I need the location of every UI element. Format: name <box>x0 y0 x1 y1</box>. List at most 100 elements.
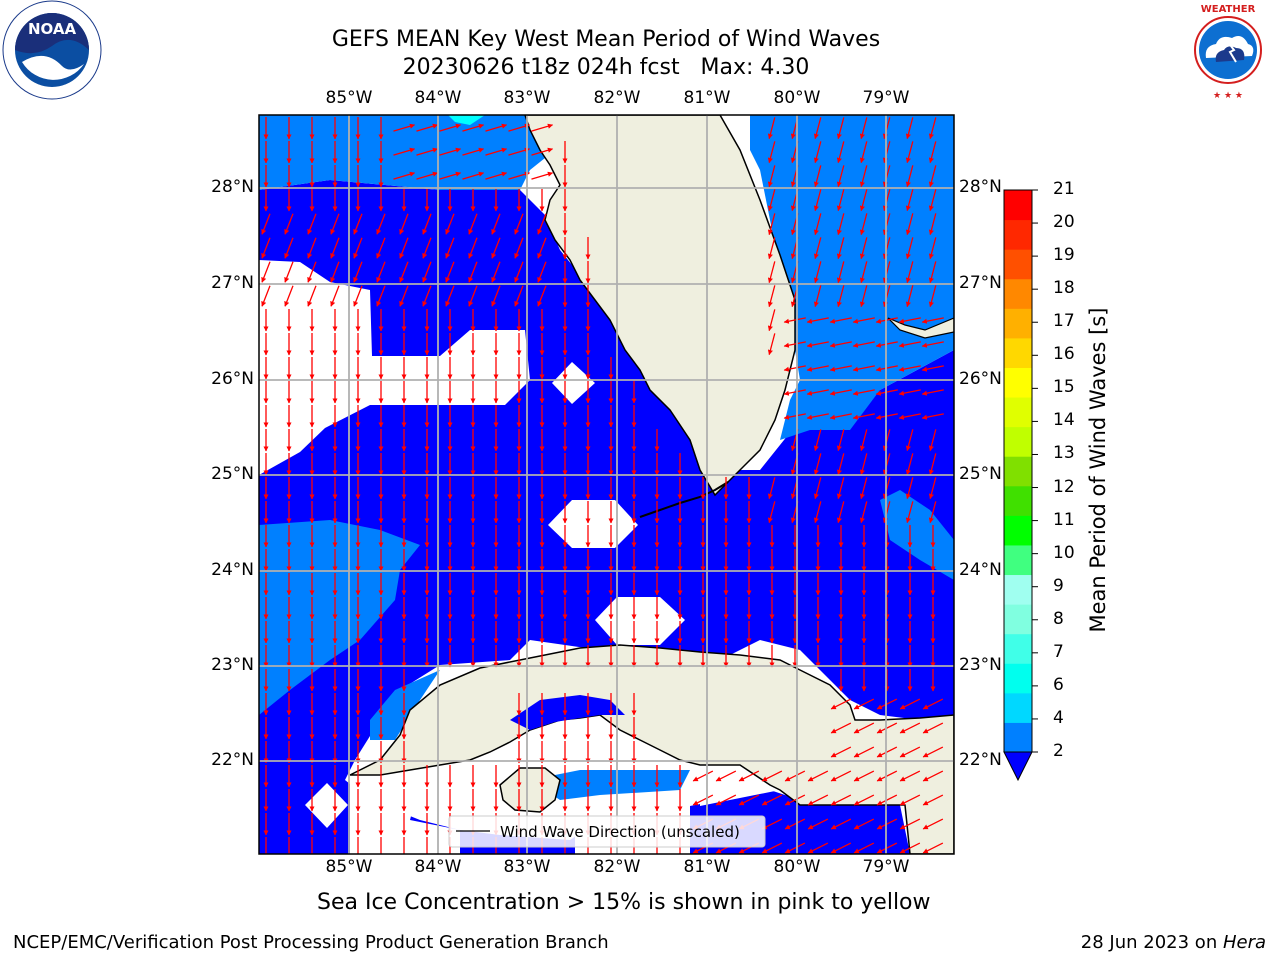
lon-label-bottom: 80°W <box>773 857 821 877</box>
florida-land <box>524 115 796 497</box>
wave-direction-arrow <box>767 141 776 164</box>
no-data-gulf-west <box>259 260 530 475</box>
wave-direction-arrow <box>905 189 914 212</box>
wave-direction-arrow <box>859 453 868 476</box>
colorbar-segment <box>1004 722 1032 753</box>
bahamas-island <box>887 317 954 339</box>
wave-direction-arrow <box>445 237 455 259</box>
wave-direction-arrow <box>445 285 455 307</box>
wave-direction-arrow <box>813 261 822 284</box>
wave-direction-arrow <box>921 365 944 372</box>
lat-label-right: 24°N <box>959 560 1002 580</box>
noaa-logo-text: NOAA <box>28 20 77 38</box>
colorbar-segment <box>1004 308 1032 339</box>
lat-label-right: 26°N <box>959 369 1002 389</box>
colorbar-segment <box>1004 604 1032 635</box>
colorbar-segment <box>1004 249 1032 280</box>
wave-direction-arrow <box>422 285 432 307</box>
wave-direction-arrow <box>836 429 845 452</box>
wave-direction-arrow <box>353 285 363 307</box>
wave-direction-arrow <box>921 389 944 396</box>
colorbar-tick-label: 6 <box>1053 674 1064 695</box>
wave-direction-arrow <box>462 147 485 156</box>
wave-direction-arrow <box>485 147 508 156</box>
wave-direction-arrow <box>807 818 829 830</box>
wave-direction-arrow <box>898 317 921 324</box>
wave-direction-arrow <box>761 770 783 782</box>
lon-label-top: 85°W <box>325 88 373 108</box>
colorbar-segment <box>1004 574 1032 605</box>
wave-direction-arrow <box>876 842 898 854</box>
wave-direction-arrow <box>905 429 914 452</box>
wave-direction-arrow <box>767 285 776 308</box>
wave-direction-arrow <box>813 501 822 524</box>
wave-direction-arrow <box>393 123 416 132</box>
wave-direction-arrow <box>284 261 294 283</box>
wave-direction-arrow <box>783 413 806 420</box>
colorbar-segment <box>1004 633 1032 664</box>
colorbar-tick-label: 17 <box>1053 311 1075 332</box>
map-frame <box>258 114 955 855</box>
no-data-sw <box>305 783 348 828</box>
wave-direction-arrow <box>468 213 478 235</box>
wave-direction-arrow <box>767 189 776 212</box>
wave-direction-arrow <box>330 213 340 235</box>
wave-direction-arrow <box>859 141 868 164</box>
colorbar-segment <box>1004 692 1032 723</box>
wave-direction-arrow <box>853 698 875 710</box>
wave-direction-arrow <box>853 746 875 758</box>
wave-direction-arrow <box>807 794 829 806</box>
wave-direction-arrow <box>491 213 501 235</box>
colorbar-tick-label: 9 <box>1053 575 1064 596</box>
wave-direction-arrow <box>422 213 432 235</box>
wave-direction-arrow <box>715 794 737 806</box>
wave-direction-arrow <box>836 141 845 164</box>
wave-direction-arrow <box>875 365 898 372</box>
colorbar-segment <box>1004 337 1032 368</box>
wave-direction-arrow <box>393 147 416 156</box>
wave-direction-arrow <box>813 237 822 260</box>
wave-direction-arrow <box>261 285 271 307</box>
wave-direction-arrow <box>330 261 340 283</box>
colorbar-segment <box>1004 397 1032 428</box>
wave-direction-arrow <box>806 365 829 372</box>
wave-direction-arrow <box>767 333 776 356</box>
lon-label-bottom: 84°W <box>414 857 462 877</box>
wave-direction-arrow <box>399 237 409 259</box>
wave-direction-arrow <box>859 429 868 452</box>
wave-direction-arrow <box>806 389 829 396</box>
wave-direction-arrow <box>307 285 317 307</box>
colorbar-segment <box>1004 456 1032 487</box>
chart-title: GEFS MEAN Key West Mean Period of Wind W… <box>331 27 881 52</box>
wave-direction-arrow <box>806 317 829 324</box>
wave-direction-arrow <box>829 413 852 420</box>
wave-direction-arrow <box>852 365 875 372</box>
colorbar-outline <box>1003 189 1033 753</box>
wave-direction-arrow <box>836 237 845 260</box>
wave-direction-arrow <box>491 261 501 283</box>
wave-direction-arrow <box>767 237 776 260</box>
wave-direction-arrow <box>813 117 822 140</box>
wave-direction-arrow <box>784 794 806 806</box>
colorbar-tick-label: 20 <box>1053 212 1075 233</box>
colorbar-segment <box>1004 367 1032 398</box>
wave-direction-arrow <box>761 842 783 854</box>
wave-direction-arrow <box>928 165 937 188</box>
wave-direction-arrow <box>761 794 783 806</box>
wave-direction-arrow <box>537 285 547 307</box>
wave-direction-arrow <box>468 237 478 259</box>
wave-direction-arrow <box>928 501 937 524</box>
lat-label-left: 24°N <box>211 560 254 580</box>
lat-label-right: 25°N <box>959 464 1002 484</box>
wave-direction-arrow <box>859 501 868 524</box>
lon-label-bottom: 79°W <box>862 857 910 877</box>
credit-line: NCEP/EMC/Verification Post Processing Pr… <box>13 932 609 953</box>
wave-direction-arrow <box>905 477 914 500</box>
wave-direction-arrow <box>783 341 806 348</box>
wave-direction-arrow <box>898 365 921 372</box>
wave-direction-arrow <box>462 171 485 180</box>
wave-direction-arrow <box>830 722 852 734</box>
wave-direction-arrow <box>922 746 944 758</box>
wave-direction-arrow <box>836 453 845 476</box>
wave-direction-arrow <box>284 285 294 307</box>
